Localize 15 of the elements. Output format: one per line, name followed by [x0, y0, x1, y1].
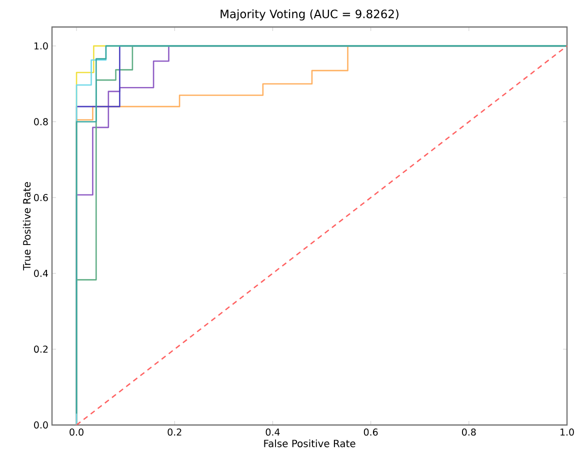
chart-title: Majority Voting (AUC = 9.8262) [220, 9, 398, 20]
y-tick-label: 0.4 [34, 270, 48, 277]
x-tick-label: 0.2 [168, 428, 182, 436]
x-tick-label: 0.6 [364, 428, 378, 436]
y-axis-title: True Positive Rate [22, 182, 31, 270]
x-tick-label: 1.0 [560, 428, 574, 436]
x-axis-title: False Positive Rate [264, 440, 356, 448]
x-tick-label: 0.8 [462, 428, 476, 436]
y-tick-label: 0.6 [34, 194, 48, 202]
x-tick-label: 0.4 [266, 428, 280, 436]
x-tick-label: 0.0 [70, 428, 84, 436]
y-tick-label: 0.2 [34, 346, 48, 353]
y-tick-label: 0.0 [34, 421, 48, 429]
y-tick-label: 1.0 [34, 42, 48, 50]
y-tick-label: 0.8 [34, 118, 48, 126]
